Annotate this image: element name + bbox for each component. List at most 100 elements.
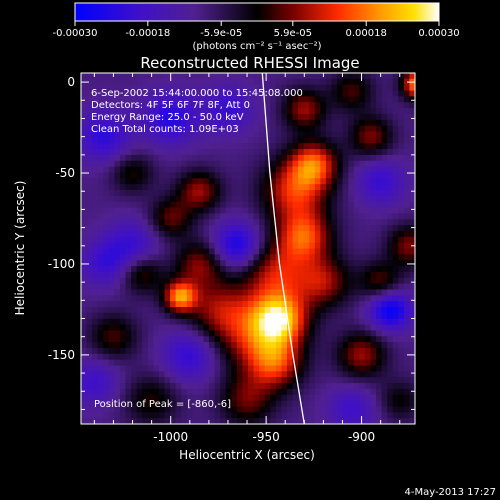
heatmap-cell <box>359 301 366 308</box>
heatmap-cell <box>314 184 321 191</box>
heatmap-cells <box>81 73 415 424</box>
heatmap-cell <box>203 400 210 408</box>
heatmap-cell <box>220 312 227 320</box>
heatmap-cell <box>387 353 394 361</box>
heatmap-cell <box>209 184 216 191</box>
heatmap-cell <box>409 295 415 302</box>
heatmap-cell <box>197 353 205 361</box>
heatmap-cell <box>92 365 99 372</box>
heatmap-cell <box>387 295 394 302</box>
heatmap-cell <box>125 143 132 150</box>
heatmap-cell <box>264 312 271 320</box>
heatmap-cell <box>320 295 327 302</box>
heatmap-cell <box>181 347 188 355</box>
heatmap-cell <box>97 412 104 419</box>
heatmap-cell <box>131 201 138 209</box>
heatmap-cell <box>342 371 349 378</box>
heatmap-cell <box>108 236 115 244</box>
heatmap-cell <box>298 84 305 92</box>
heatmap-cell <box>259 266 266 273</box>
heatmap-cell <box>370 166 377 174</box>
heatmap-cell <box>214 283 221 291</box>
heatmap-cell <box>331 160 338 168</box>
heatmap-cell <box>387 108 394 115</box>
heatmap-cell <box>158 353 166 361</box>
heatmap-cell <box>114 324 121 331</box>
heatmap-cell <box>248 254 255 261</box>
heatmap-cell <box>192 283 199 291</box>
heatmap-cell <box>97 377 104 384</box>
heatmap-cell <box>392 230 399 238</box>
heatmap-cell <box>303 143 310 150</box>
heatmap-cell <box>348 312 355 320</box>
heatmap-cell <box>242 359 249 367</box>
heatmap-cell <box>259 248 266 255</box>
heatmap-cell <box>209 190 216 197</box>
heatmap-cell <box>81 365 88 372</box>
heatmap-cell <box>81 400 88 408</box>
heatmap-cell <box>231 418 238 424</box>
heatmap-cell <box>403 96 411 103</box>
heatmap-cell <box>142 143 149 150</box>
heatmap-cell <box>131 336 138 343</box>
heatmap-cell <box>164 301 171 308</box>
heatmap-cell <box>103 295 110 302</box>
heatmap-cell <box>203 388 210 396</box>
heatmap-cell <box>153 406 160 413</box>
heatmap-cell <box>253 154 260 162</box>
heatmap-cell <box>298 73 305 80</box>
heatmap-cell <box>270 149 277 156</box>
heatmap-cell <box>381 225 388 232</box>
heatmap-cell <box>103 394 110 402</box>
heatmap-cell <box>197 301 205 308</box>
heatmap-cell <box>136 418 143 424</box>
heatmap-cell <box>231 195 238 203</box>
heatmap-cell <box>348 377 355 384</box>
heatmap-cell <box>92 254 99 261</box>
heatmap-cell <box>398 190 405 197</box>
heatmap-cell <box>125 190 132 197</box>
heatmap-cell <box>164 377 171 384</box>
heatmap-cell <box>298 301 305 308</box>
heatmap-cell <box>209 78 216 86</box>
heatmap-cell <box>353 248 360 255</box>
heatmap-cell <box>298 143 305 150</box>
heatmap-cell <box>381 207 388 214</box>
heatmap-cell <box>181 213 188 220</box>
heatmap-cell <box>103 219 110 226</box>
heatmap-cell <box>398 347 405 355</box>
heatmap-cell <box>376 73 383 80</box>
heatmap-cell <box>337 125 344 133</box>
heatmap-cell <box>387 271 394 279</box>
heatmap-cell <box>114 312 121 320</box>
heatmap-cell <box>248 301 255 308</box>
heatmap-cell <box>248 406 255 413</box>
heatmap-cell <box>92 195 99 203</box>
heatmap-cell <box>259 149 266 156</box>
heatmap-cell <box>409 184 415 191</box>
heatmap-cell <box>92 190 99 197</box>
heatmap-cell <box>398 336 405 343</box>
heatmap-cell <box>170 318 177 326</box>
heatmap-cell <box>203 84 210 92</box>
heatmap-cell <box>203 260 210 267</box>
heatmap-cell <box>214 271 221 279</box>
heatmap-cell <box>259 230 266 238</box>
heatmap-cell <box>164 359 171 367</box>
heatmap-cell <box>359 207 366 214</box>
heatmap-cell <box>292 260 299 267</box>
heatmap-cell <box>359 254 366 261</box>
heatmap-cell <box>231 406 238 413</box>
heatmap-cell <box>186 219 193 226</box>
heatmap-cell <box>320 236 327 244</box>
heatmap-cell <box>331 388 338 396</box>
heatmap-cell <box>403 190 411 197</box>
heatmap-cell <box>236 307 244 314</box>
heatmap-cell <box>147 312 154 320</box>
heatmap-cell <box>376 318 383 326</box>
heatmap-cell <box>220 108 227 115</box>
heatmap-cell <box>337 406 344 413</box>
heatmap-cell <box>286 207 294 214</box>
heatmap-cell <box>181 201 188 209</box>
heatmap-cell <box>348 400 355 408</box>
